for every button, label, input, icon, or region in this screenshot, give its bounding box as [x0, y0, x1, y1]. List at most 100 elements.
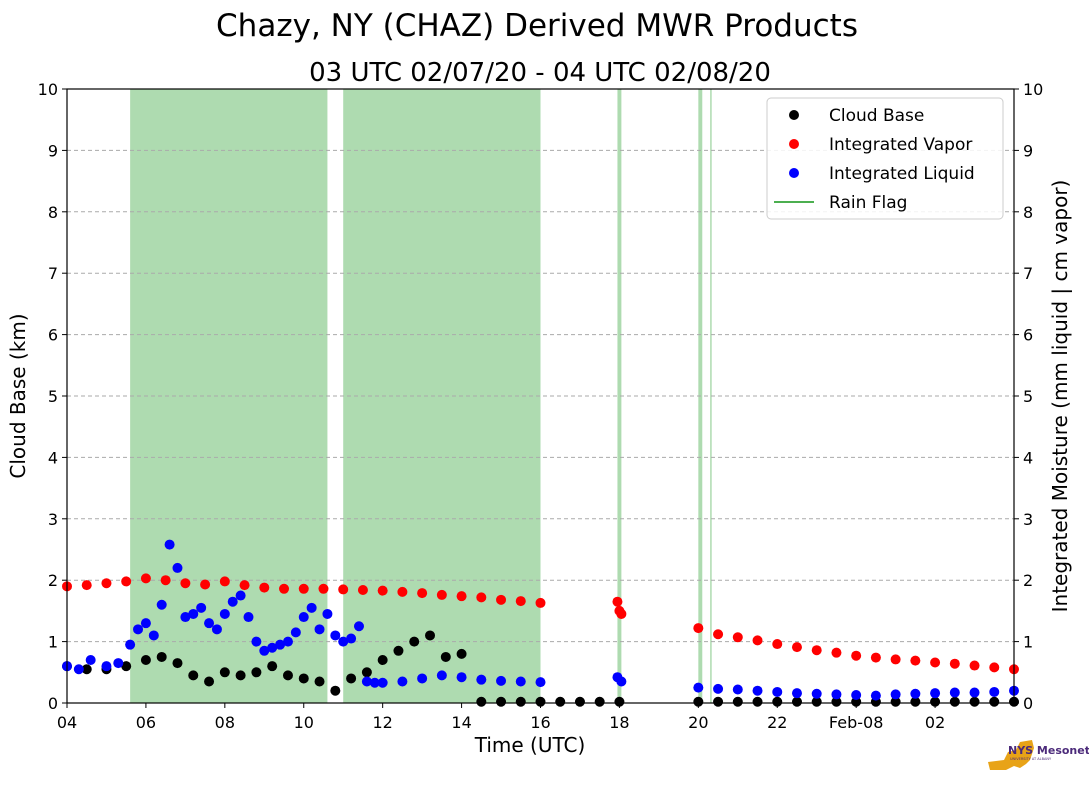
data-point	[393, 645, 404, 656]
rain-flag-band	[617, 89, 622, 703]
data-point	[890, 689, 901, 700]
data-point	[259, 645, 270, 656]
logo-subtext: UNIVERSITY AT ALBANY	[1010, 757, 1052, 761]
series-integrated-vapor	[62, 573, 1019, 675]
y2-tick-label: 10	[1023, 80, 1043, 99]
series-integrated-liquid	[62, 539, 1019, 701]
legend: Cloud Base Integrated Vapor Integrated Liq…	[766, 97, 1004, 220]
data-point	[594, 696, 605, 707]
data-point	[113, 658, 124, 669]
data-point	[870, 690, 881, 701]
data-point	[188, 670, 199, 681]
data-point	[851, 690, 862, 701]
data-point	[476, 674, 487, 685]
y-tick-label: 7	[48, 264, 58, 283]
data-point	[172, 562, 183, 573]
data-point	[831, 647, 842, 658]
y-axis-label: Cloud Base (km)	[6, 313, 30, 478]
data-point	[811, 688, 822, 699]
data-point	[140, 655, 151, 666]
x-tick-label: 10	[294, 713, 314, 732]
x-tick-label: 02	[925, 713, 945, 732]
y-tick-label: 9	[48, 141, 58, 160]
data-point	[377, 655, 388, 666]
data-point	[235, 670, 246, 681]
x-tick-label: 18	[609, 713, 629, 732]
y2-tick-label: 1	[1023, 633, 1033, 652]
data-point	[693, 682, 704, 693]
data-point	[772, 686, 783, 697]
data-point	[338, 584, 349, 595]
data-point	[851, 650, 862, 661]
data-point	[81, 664, 92, 675]
data-point	[397, 676, 408, 687]
x-tick-label: 06	[136, 713, 156, 732]
data-point	[338, 636, 349, 647]
y2-tick-label: 9	[1023, 141, 1033, 160]
x-tick-label: Feb-08	[829, 713, 883, 732]
data-point	[870, 652, 881, 663]
data-point	[713, 696, 724, 707]
data-point	[930, 688, 941, 699]
x-tick-label: 08	[215, 713, 235, 732]
data-point	[125, 639, 136, 650]
data-point	[314, 676, 325, 687]
y2-tick-label: 4	[1023, 448, 1033, 467]
legend-label: Rain Flag	[829, 193, 907, 213]
data-point	[476, 592, 487, 603]
data-point	[949, 696, 960, 707]
y-tick-label: 3	[48, 510, 58, 529]
data-point	[140, 618, 151, 629]
data-point	[831, 696, 842, 707]
data-point	[204, 676, 215, 687]
data-point	[772, 696, 783, 707]
data-point	[227, 596, 238, 607]
data-point	[361, 667, 372, 678]
legend-label: Cloud Base	[829, 106, 924, 126]
data-point	[969, 687, 980, 698]
data-point	[752, 696, 763, 707]
data-point	[409, 636, 420, 647]
data-point	[160, 575, 171, 586]
y-tick-label: 10	[38, 80, 58, 99]
x-tick-label: 16	[530, 713, 550, 732]
data-point	[369, 677, 380, 688]
data-point	[200, 579, 211, 590]
data-point	[121, 661, 132, 672]
data-point	[279, 583, 290, 594]
data-point	[81, 580, 92, 591]
data-point	[267, 661, 278, 672]
data-point	[713, 683, 724, 694]
y2-tick-label: 6	[1023, 326, 1033, 345]
y2-axis-label: Integrated Moisture (mm liquid | cm vapo…	[1048, 180, 1072, 613]
data-point	[440, 651, 451, 662]
legend-dot-marker	[789, 110, 799, 120]
data-point	[196, 602, 207, 613]
data-point	[357, 585, 368, 596]
data-point	[251, 667, 262, 678]
data-point	[397, 586, 408, 597]
data-point	[496, 696, 507, 707]
data-point	[219, 576, 230, 587]
data-point	[204, 618, 215, 629]
legend-dot-marker	[789, 168, 799, 178]
data-point	[693, 696, 704, 707]
x-tick-label: 14	[451, 713, 471, 732]
x-axis-label: Time (UTC)	[474, 733, 586, 757]
data-point	[243, 612, 254, 623]
y-tick-label: 2	[48, 571, 58, 590]
data-point	[330, 630, 341, 641]
data-point	[616, 676, 627, 687]
x-tick-label: 04	[57, 713, 77, 732]
y-tick-label: 1	[48, 633, 58, 652]
data-point	[346, 673, 357, 684]
data-point	[535, 677, 546, 688]
chart-title: Chazy, NY (CHAZ) Derived MWR Products	[216, 8, 858, 44]
data-point	[121, 576, 132, 587]
data-point	[496, 675, 507, 686]
data-point	[282, 670, 293, 681]
data-point	[298, 612, 309, 623]
data-point	[298, 673, 309, 684]
legend-label: Integrated Vapor	[829, 135, 972, 155]
data-point	[211, 624, 222, 635]
